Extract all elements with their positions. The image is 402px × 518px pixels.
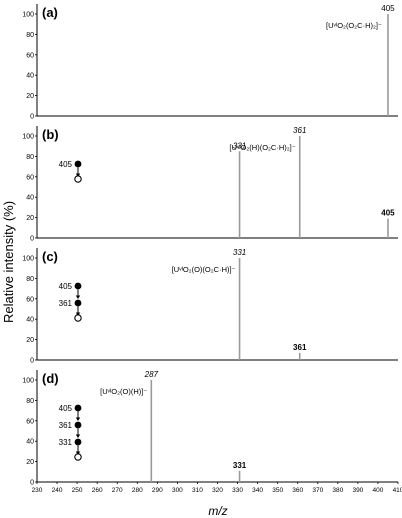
x-tick-label: 400 xyxy=(373,487,384,494)
x-axis: 230 240 250 260 270 280 290 300 310 320 330 340 350 3… xyxy=(32,482,402,494)
y-tick-label: 80 xyxy=(26,32,34,39)
y-tick-label: 100 xyxy=(22,378,34,385)
x-tick-label: 410 xyxy=(393,487,402,494)
y-tick-label: 100 xyxy=(22,12,34,19)
ion-formula-label: [UᵛᴵO₂(O)(O₂C·H)]⁻ xyxy=(172,265,236,274)
y-tick-label: 80 xyxy=(26,276,34,283)
spectrum-panel: 0 20 40 60 80 100 (d) 287 331 [UᵛᴵO₂(O)(H)]⁻ 405 36… xyxy=(22,370,398,487)
x-tick-label: 230 xyxy=(32,487,43,494)
y-tick-label: 20 xyxy=(26,215,34,222)
x-tick-label: 240 xyxy=(52,487,63,494)
x-tick-label: 250 xyxy=(72,487,83,494)
peak-label: 361 xyxy=(293,126,306,135)
y-tick-label: 40 xyxy=(26,73,34,80)
precursor-ion-marker xyxy=(74,404,82,412)
x-tick-label: 390 xyxy=(352,487,363,494)
ion-formula-label: [UᵛᴵO₂(O)(H)]⁻ xyxy=(100,387,147,396)
y-tick-label: 60 xyxy=(26,418,34,425)
panels: 0 20 40 60 80 100 (a) 405 [UᵛᴵO₂(O₂C·H)₂]⁻ 0 20 40 6… xyxy=(22,4,398,487)
y-tick-label: 0 xyxy=(30,480,34,487)
panel-label: (a) xyxy=(42,5,58,20)
panel-label: (d) xyxy=(42,371,59,386)
x-tick-label: 290 xyxy=(152,487,163,494)
product-ion-marker xyxy=(74,453,82,461)
arrowhead xyxy=(75,417,81,421)
x-tick-label: 300 xyxy=(172,487,183,494)
arrowhead xyxy=(75,295,81,299)
precursor-ion-marker xyxy=(74,282,82,290)
x-tick-label: 260 xyxy=(92,487,103,494)
x-tick-label: 360 xyxy=(292,487,303,494)
precursor-mz-label: 361 xyxy=(59,421,73,430)
y-tick-label: 20 xyxy=(26,459,34,466)
y-axis-label: Relative intensity (%) xyxy=(1,201,16,323)
y-tick-label: 0 xyxy=(30,358,34,365)
y-tick-label: 40 xyxy=(26,195,34,202)
x-tick-label: 280 xyxy=(132,487,143,494)
precursor-mz-label: 405 xyxy=(59,160,73,169)
ion-formula-label: [UᵛᴵO₂(O₂C·H)₂]⁻ xyxy=(326,21,382,30)
x-tick-label: 370 xyxy=(312,487,323,494)
panel-label: (c) xyxy=(42,249,58,264)
precursor-mz-label: 331 xyxy=(59,438,73,447)
panel-label: (b) xyxy=(42,127,59,142)
y-tick-label: 40 xyxy=(26,317,34,324)
ion-formula-label: [UᵛᴵO₂(H)(O₂C·H)₂]⁻ xyxy=(229,143,295,152)
x-tick-label: 340 xyxy=(252,487,263,494)
y-tick-label: 60 xyxy=(26,174,34,181)
y-tick-label: 60 xyxy=(26,52,34,59)
precursor-mz-label: 361 xyxy=(59,299,73,308)
precursor-mz-label: 405 xyxy=(59,282,73,291)
spectrum-panel: 0 20 40 60 80 100 (c) 331 361 [UᵛᴵO₂(O)(O₂C·H)]⁻ 4… xyxy=(22,248,398,365)
y-tick-label: 0 xyxy=(30,114,34,121)
x-tick-label: 270 xyxy=(112,487,123,494)
product-ion-marker xyxy=(74,314,82,322)
peak-label: 331 xyxy=(233,248,246,257)
y-tick-label: 60 xyxy=(26,296,34,303)
peak-label: 405 xyxy=(381,209,395,218)
product-ion-marker xyxy=(74,175,82,183)
peak-label: 287 xyxy=(144,370,159,379)
x-tick-label: 380 xyxy=(332,487,343,494)
x-tick-label: 350 xyxy=(272,487,283,494)
spectrum-panel: 0 20 40 60 80 100 (a) 405 [UᵛᴵO₂(O₂C·H)₂]⁻ xyxy=(22,4,398,121)
peak-label: 331 xyxy=(233,141,246,150)
x-tick-label: 330 xyxy=(232,487,243,494)
peak-label: 331 xyxy=(233,461,247,470)
arrowhead xyxy=(75,434,81,438)
y-tick-label: 100 xyxy=(22,256,34,263)
y-tick-label: 20 xyxy=(26,337,34,344)
y-tick-label: 80 xyxy=(26,398,34,405)
y-tick-label: 20 xyxy=(26,93,34,100)
precursor-ion-marker xyxy=(74,160,82,168)
x-tick-label: 310 xyxy=(192,487,203,494)
precursor-ion-marker xyxy=(74,421,82,429)
precursor-ion-marker xyxy=(74,299,82,307)
y-tick-label: 40 xyxy=(26,439,34,446)
y-tick-label: 0 xyxy=(30,236,34,243)
precursor-ion-marker xyxy=(74,438,82,446)
peak-label: 361 xyxy=(293,343,307,352)
x-axis-label: m/z xyxy=(208,504,227,518)
precursor-mz-label: 405 xyxy=(59,404,73,413)
spectrum-panel: 0 20 40 60 80 100 (b) 331 361 405 [UᵛᴵO₂(H)(O₂C·H)… xyxy=(22,126,398,243)
x-tick-label: 320 xyxy=(212,487,223,494)
peak-label: 405 xyxy=(381,4,395,13)
y-tick-label: 100 xyxy=(22,134,34,141)
y-tick-label: 80 xyxy=(26,154,34,161)
